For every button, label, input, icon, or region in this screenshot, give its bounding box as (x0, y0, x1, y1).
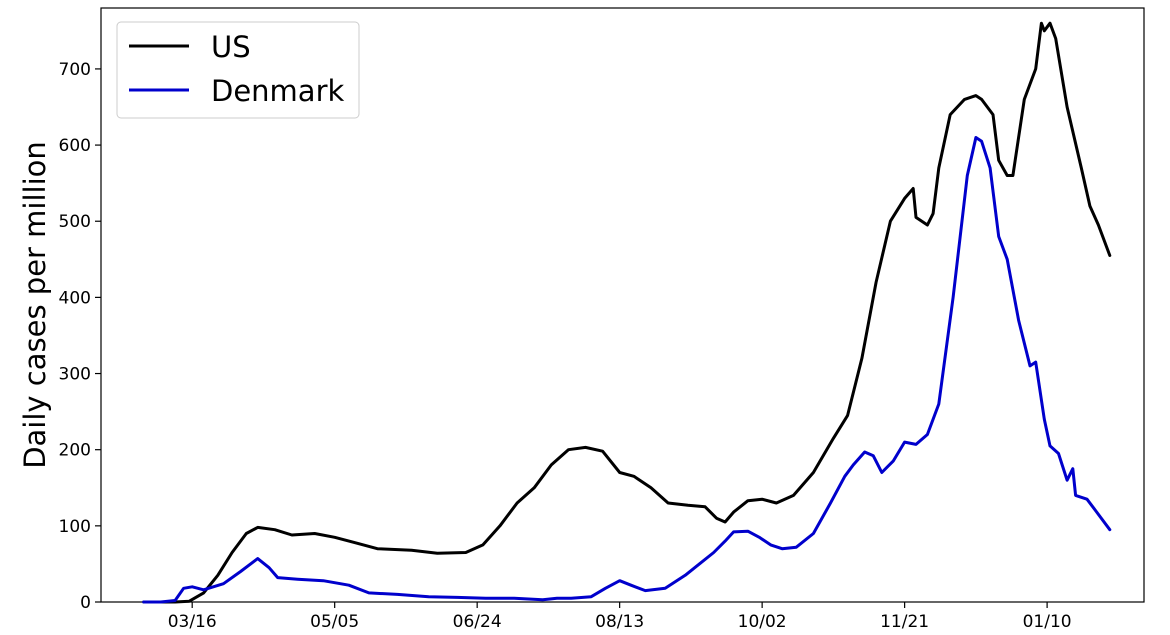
legend-label-denmark: Denmark (211, 74, 344, 108)
x-tick-label: 11/21 (880, 612, 929, 632)
x-tick-label: 06/24 (453, 612, 502, 632)
x-tick-label: 05/05 (310, 612, 359, 632)
y-tick-label: 400 (59, 288, 91, 308)
legend: US Denmark (116, 21, 360, 119)
legend-label-us: US (211, 30, 251, 64)
x-tick-label: 01/10 (1023, 612, 1072, 632)
y-tick-label: 600 (59, 136, 91, 156)
x-tick-label: 08/13 (595, 612, 644, 632)
y-tick-label: 100 (59, 517, 91, 537)
series-layer (142, 21, 1112, 604)
x-tick-label: 10/02 (738, 612, 787, 632)
x-axis: 03/16 05/05 06/24 08/13 10/02 11/21 01/10 (168, 602, 1072, 632)
y-tick-label: 0 (80, 593, 91, 613)
series-line-us (142, 21, 1112, 604)
x-tick-label: 03/16 (168, 612, 217, 632)
y-tick-label: 200 (59, 441, 91, 461)
y-tick-label: 300 (59, 365, 91, 385)
series-line-denmark (142, 136, 1112, 604)
y-axis: 0 100 200 300 400 500 600 700 (59, 60, 101, 613)
y-tick-label: 700 (59, 60, 91, 80)
y-tick-label: 500 (59, 212, 91, 232)
y-axis-label: Daily cases per million (18, 141, 52, 469)
